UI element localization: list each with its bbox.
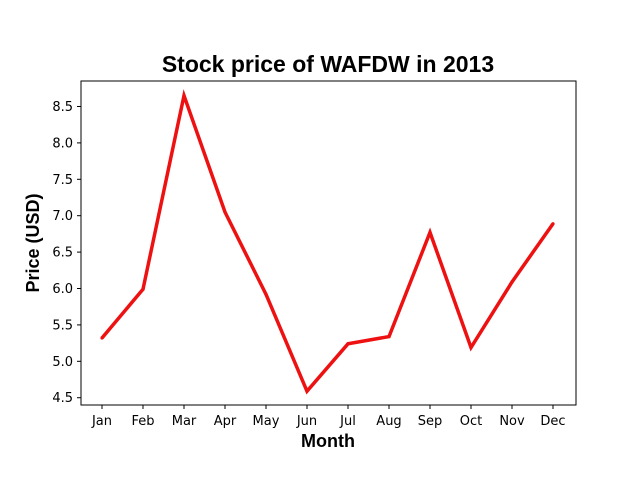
x-tick-label: Apr bbox=[214, 414, 237, 429]
series-points bbox=[100, 93, 555, 393]
data-point-jul bbox=[346, 342, 350, 346]
x-axis: Jan Feb Mar Apr May Jun Jul Aug Sep Oct Nov Dec bbox=[91, 405, 566, 429]
y-tick-label: 8.5 bbox=[52, 100, 73, 115]
y-tick-label: 7.5 bbox=[52, 173, 73, 188]
plot-area-frame bbox=[80, 80, 577, 406]
y-axis-title: Price (USD) bbox=[23, 193, 43, 292]
x-tick-label: May bbox=[253, 414, 280, 429]
data-point-aug bbox=[387, 334, 391, 339]
x-tick-label: Oct bbox=[460, 414, 482, 429]
data-point-apr bbox=[223, 210, 227, 214]
x-axis-title: Month bbox=[301, 431, 355, 451]
data-point-jun bbox=[305, 389, 309, 393]
y-tick-label: 5.5 bbox=[52, 318, 73, 333]
x-tick-label: Sep bbox=[418, 414, 443, 429]
data-point-sep bbox=[428, 230, 432, 235]
x-tick-label: Jun bbox=[296, 414, 317, 429]
y-tick-label: 8.0 bbox=[52, 136, 73, 151]
x-tick-label: Aug bbox=[376, 414, 401, 429]
x-tick-label: Jan bbox=[91, 414, 112, 429]
data-point-oct bbox=[469, 345, 473, 350]
series-line bbox=[100, 89, 555, 395]
x-tick-label: Dec bbox=[540, 414, 565, 429]
data-point-mar bbox=[182, 93, 186, 98]
y-tick-label: 6.5 bbox=[52, 246, 73, 261]
data-point-dec bbox=[551, 222, 555, 226]
y-axis: 4.5 5.0 5.5 6.0 6.5 7.0 7.5 8.0 8.5 bbox=[52, 100, 81, 406]
chart-title: Stock price of WAFDW in 2013 bbox=[162, 51, 494, 77]
x-tick-label: Nov bbox=[499, 414, 525, 429]
x-tick-label: Feb bbox=[131, 414, 154, 429]
data-point-jan bbox=[100, 336, 104, 340]
y-tick-label: 4.5 bbox=[52, 391, 73, 406]
x-tick-label: Mar bbox=[172, 414, 197, 429]
data-point-feb bbox=[141, 287, 145, 291]
y-tick-label: 7.0 bbox=[52, 209, 73, 224]
y-tick-label: 5.0 bbox=[52, 355, 73, 370]
y-tick-label: 6.0 bbox=[52, 282, 73, 297]
x-tick-label: Jul bbox=[339, 414, 356, 429]
data-point-nov bbox=[510, 280, 514, 284]
data-point-may bbox=[264, 292, 268, 296]
